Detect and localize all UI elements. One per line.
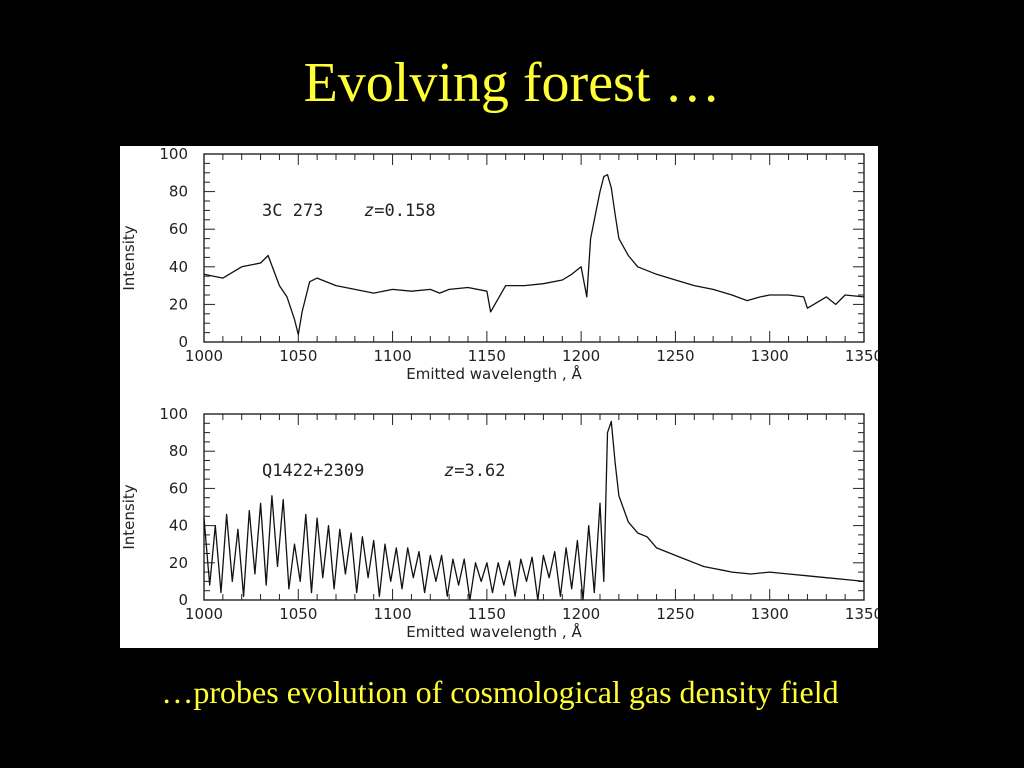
minor-ticks: [203, 153, 865, 343]
spectrum-line-3c273: [203, 174, 865, 336]
x-tick-label: 1000: [185, 605, 223, 623]
x-tick-label: 1150: [468, 605, 506, 623]
redshift-symbol: z: [364, 201, 374, 221]
x-tick-label: 1000: [185, 347, 223, 365]
y-tick-labels: 0 20 40 60 80 100: [159, 405, 188, 609]
y-tick-label: 20: [169, 554, 188, 572]
x-tick-label: 1300: [751, 347, 789, 365]
x-tick-label: 1100: [373, 605, 411, 623]
y-tick-label: 0: [178, 333, 188, 351]
y-tick-label: 60: [169, 479, 188, 497]
y-tick-label: 100: [159, 405, 188, 423]
y-tick-label: 40: [169, 517, 188, 535]
y-tick-label: 100: [159, 146, 188, 163]
x-tick-label: 1200: [562, 347, 600, 365]
redshift-value: =3.62: [454, 461, 505, 481]
y-tick-label: 80: [169, 183, 188, 201]
slide-caption: …probes evolution of cosmological gas de…: [161, 674, 839, 710]
y-axis-label: Intensity: [120, 225, 138, 290]
y-tick-label: 40: [169, 258, 188, 276]
x-tick-label: 1200: [562, 605, 600, 623]
spectrum-line-q1422: [203, 420, 865, 601]
y-tick-label: 20: [169, 295, 188, 313]
x-tick-label: 1300: [751, 605, 789, 623]
x-axis-label: Emitted wavelength , Å: [406, 622, 582, 641]
x-tick-label: 1250: [656, 347, 694, 365]
y-tick-label: 60: [169, 220, 188, 238]
x-tick-label: 1250: [656, 605, 694, 623]
redshift-label: z=0.158: [364, 201, 436, 221]
x-tick-label: 1050: [279, 347, 317, 365]
plot-frame: [203, 153, 865, 343]
redshift-label: z=3.62: [444, 461, 505, 481]
redshift-value: =0.158: [374, 201, 435, 221]
x-tick-label: 1100: [373, 347, 411, 365]
y-axis-label: Intensity: [120, 484, 138, 549]
minor-ticks: [203, 413, 865, 601]
x-tick-label: 1050: [279, 605, 317, 623]
x-tick-label: 1150: [468, 347, 506, 365]
y-tick-labels: 0 20 40 60 80 100: [159, 146, 188, 351]
spectrum-label: 3C 273: [262, 201, 323, 221]
slide-title: Evolving forest …: [303, 52, 721, 114]
x-axis-label: Emitted wavelength , Å: [406, 364, 582, 383]
redshift-symbol: z: [444, 461, 454, 481]
y-tick-label: 0: [178, 591, 188, 609]
y-tick-label: 80: [169, 442, 188, 460]
spectrum-label: Q1422+2309: [262, 461, 364, 481]
